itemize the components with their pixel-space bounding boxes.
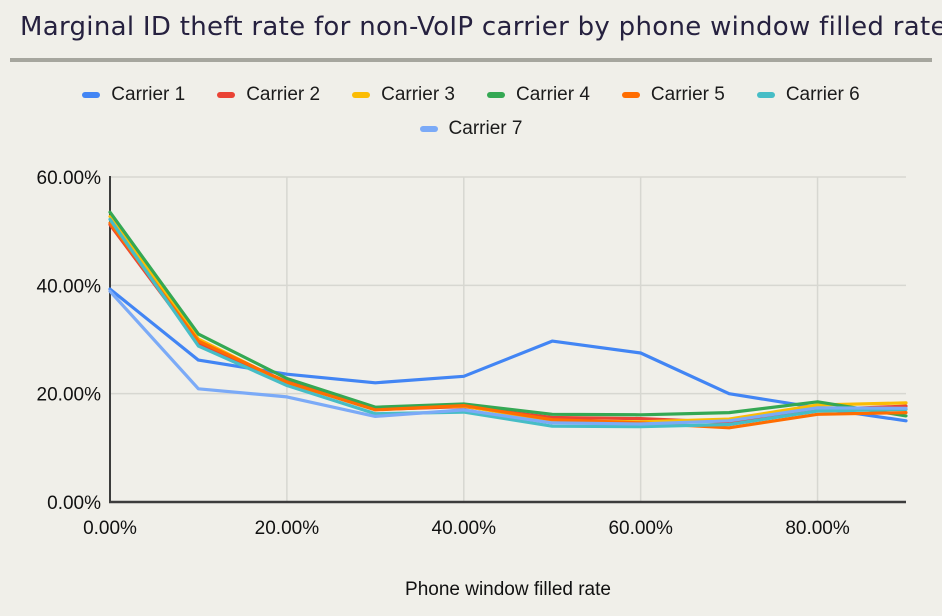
legend-item-carrier-7[interactable]: Carrier 7	[419, 118, 523, 140]
x-tick-label: 0.00%	[83, 518, 137, 539]
legend-label: Carrier 1	[111, 84, 186, 105]
legend-swatch-carrier-4	[487, 92, 505, 98]
legend-swatch-carrier-5	[621, 92, 640, 98]
legend-swatch-carrier-7	[419, 126, 438, 132]
y-tick-label: 60.00%	[37, 168, 102, 189]
y-tick-label: 20.00%	[37, 385, 102, 406]
series-line-carrier-5	[108, 221, 908, 430]
legend-item-carrier-2[interactable]: Carrier 2	[217, 84, 320, 106]
legend-label: Carrier 5	[650, 84, 725, 105]
legend-item-carrier-5[interactable]: Carrier 5	[621, 84, 725, 106]
legend-label: Carrier 2	[246, 84, 321, 105]
x-tick-label: 80.00%	[785, 518, 850, 539]
legend-item-carrier-6[interactable]: Carrier 6	[756, 84, 860, 106]
x-tick-label: 20.00%	[255, 518, 320, 539]
x-tick-label: 60.00%	[608, 518, 673, 539]
legend-label: Carrier 4	[516, 84, 590, 105]
legend-swatch-carrier-3	[352, 92, 371, 98]
legend-item-carrier-4[interactable]: Carrier 4	[487, 84, 590, 106]
legend: Carrier 1 Carrier 2 Carrier 3 Carrier 4 Carr…	[56, 84, 886, 140]
legend-item-carrier-3[interactable]: Carrier 3	[352, 84, 455, 106]
legend-swatch-carrier-2	[217, 92, 236, 98]
chart-title: Marginal ID theft rate for non-VoIP carr…	[20, 12, 942, 42]
title-divider	[10, 58, 932, 62]
legend-item-carrier-1[interactable]: Carrier 1	[82, 84, 185, 106]
y-tick-label: 40.00%	[37, 276, 102, 297]
y-tick-label: 0.00%	[47, 493, 101, 514]
x-tick-label: 40.00%	[432, 518, 497, 539]
legend-label: Carrier 6	[785, 84, 860, 105]
series-line-carrier-6	[108, 217, 908, 429]
series-line-carrier-4	[108, 210, 908, 418]
legend-label: Carrier 3	[381, 84, 455, 105]
legend-swatch-carrier-1	[82, 92, 101, 98]
series-line-carrier-7	[108, 289, 908, 426]
legend-swatch-carrier-6	[756, 92, 775, 98]
legend-label: Carrier 7	[448, 118, 523, 139]
x-axis-title: Phone window filled rate	[405, 579, 611, 600]
